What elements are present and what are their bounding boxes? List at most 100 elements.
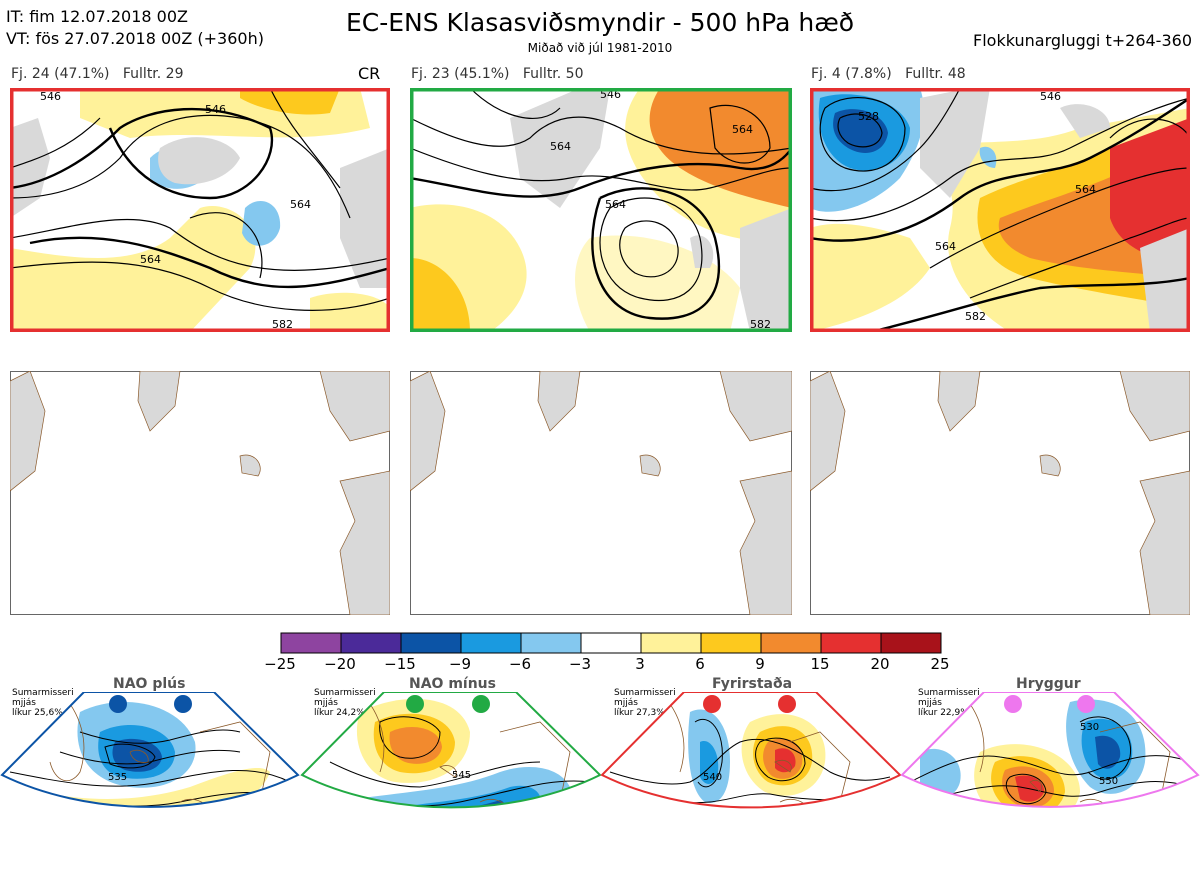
contour-label: 582 bbox=[965, 310, 986, 323]
contour-label: 582 bbox=[272, 318, 293, 331]
empty-map-1 bbox=[10, 371, 390, 615]
cluster-3-rep: Fulltr. 48 bbox=[905, 66, 966, 82]
regime-3-info: Sumarmisseri mjjás líkur 27,3% bbox=[614, 688, 676, 718]
regime-1-dot-left bbox=[109, 695, 127, 713]
colorbar-tick: −15 bbox=[384, 655, 416, 673]
colorbar-swatch bbox=[700, 632, 762, 654]
contour-label: 564 bbox=[550, 140, 571, 153]
empty-map-2 bbox=[410, 371, 792, 615]
colorbar-swatch bbox=[340, 632, 402, 654]
regime-4-name: Hryggur bbox=[1016, 676, 1081, 692]
cluster-2-rep: Fulltr. 50 bbox=[522, 66, 584, 82]
regime-2-frame bbox=[300, 692, 602, 809]
cluster-1-count: Fj. 24 (47.1%) bbox=[11, 66, 110, 82]
colorbar-tick: 20 bbox=[870, 655, 890, 673]
empty-map-3 bbox=[810, 371, 1190, 615]
colorbar-tick: −25 bbox=[264, 655, 296, 673]
colorbar-tick: 15 bbox=[810, 655, 830, 673]
contour-label: 528 bbox=[858, 110, 879, 123]
colorbar-tick: −3 bbox=[568, 655, 592, 673]
colorbar-tick: 9 bbox=[755, 655, 765, 673]
colorbar-swatch bbox=[460, 632, 522, 654]
contour-label: 564 bbox=[732, 123, 753, 136]
cluster-1-border bbox=[10, 88, 390, 332]
cr-label: CR bbox=[358, 64, 381, 83]
colorbar-swatch bbox=[880, 632, 942, 654]
regime-1-name: NAO plús bbox=[113, 676, 186, 692]
regime-3-season: Sumarmisseri bbox=[614, 688, 676, 698]
contour-label: 564 bbox=[605, 198, 626, 211]
regime-2-name: NAO mínus bbox=[409, 676, 496, 692]
regime-3-dot-left bbox=[703, 695, 721, 713]
colorbar-tick: −6 bbox=[508, 655, 532, 673]
page-title: EC-ENS Klasasviðsmyndir - 500 hPa hæð bbox=[345, 8, 855, 37]
cluster-2-count: Fj. 23 (45.1%) bbox=[411, 66, 510, 82]
contour-label: 535 bbox=[108, 772, 127, 783]
regime-2-dot-left bbox=[406, 695, 424, 713]
cluster-1-map: 546 564 564 546 582 bbox=[10, 88, 390, 332]
cluster-3-map: 528 564 564 546 582 bbox=[810, 88, 1190, 332]
cluster-2-map: 564 564 564 546 582 bbox=[410, 88, 792, 332]
contour-label: 564 bbox=[290, 198, 311, 211]
regime-2-prob: líkur 24,2% bbox=[314, 708, 365, 718]
regime-1-prob: líkur 25,6% bbox=[12, 708, 63, 718]
contour-label: 564 bbox=[140, 253, 161, 266]
colorbar-swatch bbox=[640, 632, 702, 654]
regime-4-months: mjjás bbox=[918, 698, 942, 708]
colorbar-tick: −9 bbox=[448, 655, 472, 673]
contour-label: 564 bbox=[1075, 183, 1096, 196]
contour-label: 564 bbox=[935, 240, 956, 253]
regime-3-prob: líkur 27,3% bbox=[614, 708, 665, 718]
contour-label: 546 bbox=[1040, 90, 1061, 103]
regime-2-info: Sumarmisseri mjjás líkur 24,2% bbox=[314, 688, 376, 718]
colorbar-swatch bbox=[520, 632, 582, 654]
colorbar bbox=[280, 632, 942, 654]
regime-2-months: mjjás bbox=[314, 698, 338, 708]
regime-4-dot-right bbox=[1077, 695, 1095, 713]
colorbar-tick: −20 bbox=[324, 655, 356, 673]
cluster-1-rep: Fulltr. 29 bbox=[122, 66, 184, 82]
contour-label: 546 bbox=[205, 103, 226, 116]
cluster-1-label: Fj. 24 (47.1%) Fulltr. 29 bbox=[11, 66, 184, 82]
cluster-3-contour-labels: 528 564 564 546 582 bbox=[858, 90, 1096, 323]
colorbar-tick: 25 bbox=[930, 655, 950, 673]
contour-label: 546 bbox=[40, 90, 61, 103]
regime-1-months: mjjás bbox=[12, 698, 36, 708]
contour-label: 575 bbox=[1090, 838, 1109, 849]
regime-3-months: mjjás bbox=[614, 698, 638, 708]
regime-4-frame bbox=[900, 692, 1200, 808]
cluster-3-border bbox=[810, 88, 1190, 332]
colorbar-swatch bbox=[820, 632, 882, 654]
init-time: IT: fim 12.07.2018 00Z bbox=[6, 7, 188, 26]
regime-2-dot-right bbox=[472, 695, 490, 713]
regime-4-season: Sumarmisseri bbox=[918, 688, 980, 698]
regime-1-season: Sumarmisseri bbox=[12, 688, 74, 698]
contour-label: 530 bbox=[1080, 722, 1099, 733]
contour-label: 545 bbox=[452, 770, 471, 781]
contour-label: 540 bbox=[703, 772, 722, 783]
contour-label: 560 bbox=[722, 810, 741, 821]
cluster-2-border bbox=[410, 88, 792, 332]
regime-4-info: Sumarmisseri mjjás líkur 22,9% bbox=[918, 688, 980, 718]
regime-1-frame bbox=[0, 692, 300, 808]
regime-4-prob: líkur 22,9% bbox=[918, 708, 969, 718]
regime-1-info: Sumarmisseri mjjás líkur 25,6% bbox=[12, 688, 74, 718]
colorbar-swatch bbox=[280, 632, 342, 654]
cluster-1-contour-labels: 546 564 564 546 582 bbox=[40, 90, 311, 331]
regime-2-season: Sumarmisseri bbox=[314, 688, 376, 698]
regime-4-dot-left bbox=[1004, 695, 1022, 713]
cluster-3-label: Fj. 4 (7.8%) Fulltr. 48 bbox=[811, 66, 966, 82]
classification-window: Flokkunargluggi t+264-360 bbox=[973, 31, 1192, 50]
regime-2-map: 545 560 575 bbox=[300, 692, 602, 861]
regime-3-dot-right bbox=[778, 695, 796, 713]
regime-1-dot-right bbox=[174, 695, 192, 713]
regime-1-map: 535 560 bbox=[0, 692, 300, 817]
header-info: IT: fim 12.07.2018 00Z VT: fös 27.07.201… bbox=[6, 6, 264, 50]
colorbar-swatch bbox=[580, 632, 642, 654]
valid-time: VT: fös 27.07.2018 00Z (+360h) bbox=[6, 29, 264, 48]
contour-label: 560 bbox=[118, 806, 137, 817]
regime-3-frame bbox=[600, 692, 902, 809]
contour-label: 560 bbox=[436, 815, 455, 826]
contour-label: 575 bbox=[446, 850, 465, 861]
colorbar-tick: 3 bbox=[635, 655, 645, 673]
